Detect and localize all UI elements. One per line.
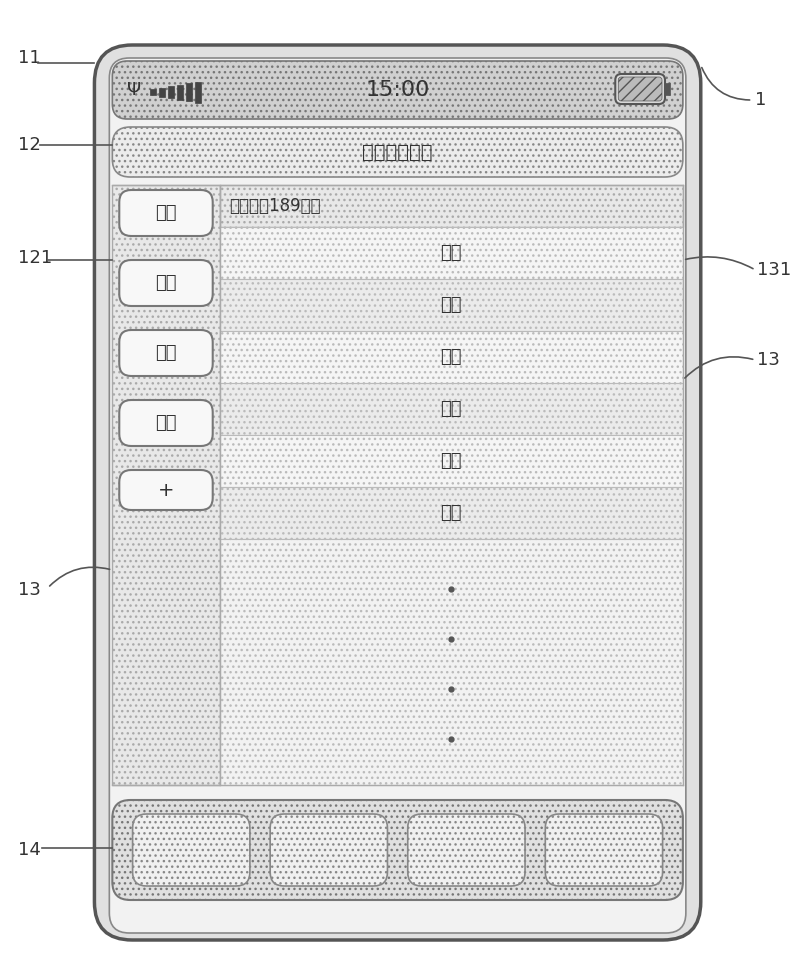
FancyBboxPatch shape [112,61,683,119]
Bar [112,185,220,785]
Text: 王一: 王一 [441,244,462,262]
FancyBboxPatch shape [119,400,213,446]
Text: 同事: 同事 [155,274,177,292]
Bar [195,82,201,102]
FancyBboxPatch shape [110,58,686,933]
Text: 胡六: 胡六 [441,504,462,522]
FancyArrowPatch shape [702,67,750,100]
Text: 13: 13 [758,351,780,369]
Text: 12: 12 [18,136,41,154]
Bar [220,227,683,279]
Text: Ψ: Ψ [127,81,142,99]
FancyBboxPatch shape [94,45,701,940]
FancyBboxPatch shape [112,800,683,900]
Bar [168,86,174,98]
Text: 1: 1 [755,91,767,109]
FancyArrowPatch shape [50,567,110,586]
Text: 赵二: 赵二 [441,296,462,314]
FancyBboxPatch shape [133,814,250,886]
Text: 131: 131 [758,261,792,279]
Text: 14: 14 [18,841,41,859]
Text: 李四: 李四 [441,400,462,418]
FancyArrowPatch shape [686,257,753,269]
Text: 全部: 全部 [155,204,177,222]
Text: 张三: 张三 [441,348,462,366]
Bar [220,435,683,487]
Bar [220,487,683,539]
Bar [220,539,683,785]
FancyBboxPatch shape [119,470,213,510]
Text: 11: 11 [18,49,41,67]
FancyBboxPatch shape [408,814,525,886]
Bar [150,89,156,95]
Text: 联系人（189位）: 联系人（189位） [230,197,322,215]
FancyBboxPatch shape [618,77,662,101]
FancyBboxPatch shape [270,814,387,886]
FancyArrowPatch shape [685,356,753,378]
FancyBboxPatch shape [112,127,683,177]
Text: 朋友: 朋友 [155,414,177,432]
Bar [220,383,683,435]
Text: 15:00: 15:00 [366,80,430,100]
FancyBboxPatch shape [119,330,213,376]
Bar [220,331,683,383]
Bar [220,279,683,331]
FancyBboxPatch shape [615,74,665,104]
Bar [665,83,670,95]
Bar [159,88,165,96]
Bar [177,85,183,99]
FancyBboxPatch shape [546,814,662,886]
Text: 罗五: 罗五 [441,452,462,470]
Text: 家人: 家人 [155,344,177,362]
FancyBboxPatch shape [119,260,213,306]
Text: +: + [158,480,174,500]
Bar [186,83,192,101]
Text: 13: 13 [18,581,41,599]
Bar [220,185,683,227]
FancyBboxPatch shape [119,190,213,236]
Text: 121: 121 [18,249,52,267]
Text: 应用程序主题: 应用程序主题 [362,142,433,162]
